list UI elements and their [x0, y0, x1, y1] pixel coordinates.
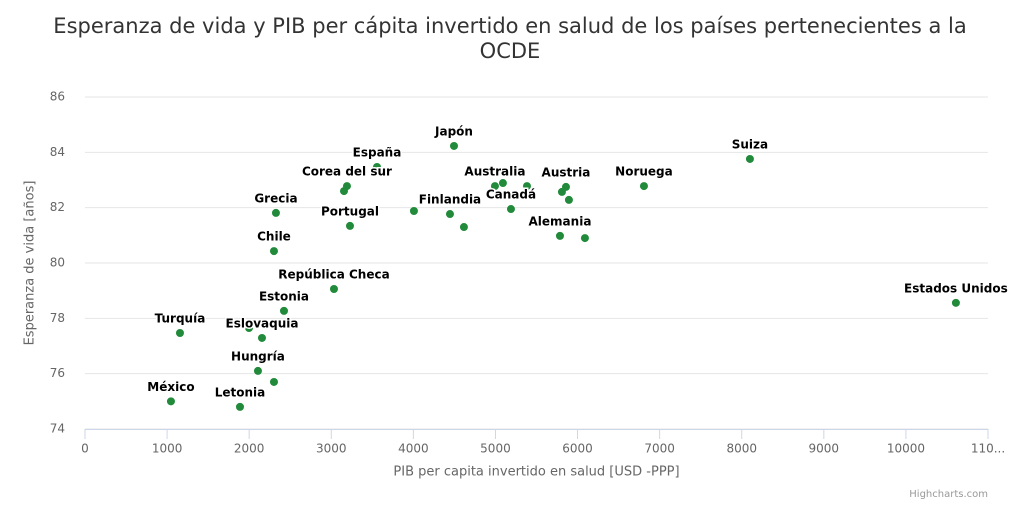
x-tick-label: 0 [81, 442, 89, 456]
point-label: Chile [257, 230, 291, 244]
x-tick-label: 3000 [316, 442, 347, 456]
point [257, 333, 266, 342]
point [506, 205, 515, 214]
point-label: Grecia [254, 191, 297, 205]
x-tick-label: 5000 [480, 442, 511, 456]
x-tick-label: 4000 [398, 442, 429, 456]
point [345, 221, 354, 230]
point [372, 162, 381, 171]
point [580, 234, 589, 243]
point [459, 223, 468, 232]
point [557, 187, 566, 196]
point [271, 208, 280, 217]
point [329, 285, 338, 294]
point [235, 402, 244, 411]
point-label: Corea del sur [302, 165, 392, 179]
point [951, 298, 960, 307]
point-label: Estados Unidos [904, 281, 1008, 295]
point-label: Finlandia [419, 193, 481, 207]
point [449, 141, 458, 150]
y-tick-label: 76 [50, 366, 65, 380]
point [269, 377, 278, 386]
point-label: España [353, 145, 402, 159]
point [564, 195, 573, 204]
point-label: Japón [434, 124, 473, 138]
point-label: Estonia [259, 289, 309, 303]
y-axis-title: Esperanza de vida [años] [23, 181, 38, 346]
x-tick-label: 7000 [644, 442, 675, 456]
point [498, 179, 507, 188]
point [490, 182, 499, 191]
point-label: Hungría [231, 349, 285, 363]
point [555, 231, 564, 240]
x-tick-label: 1000 [152, 442, 183, 456]
x-tick-label: 9000 [809, 442, 840, 456]
y-tick-label: 74 [50, 422, 65, 436]
y-tick-label: 82 [50, 200, 65, 214]
x-tick-label: 8000 [726, 442, 757, 456]
point [522, 182, 531, 191]
point-label: Turquía [155, 311, 206, 325]
y-tick-label: 78 [50, 311, 65, 325]
point-label: Noruega [615, 165, 673, 179]
chart-title: Esperanza de vida y PIB per cápita inver… [53, 14, 967, 63]
point [445, 210, 454, 219]
point [166, 397, 175, 406]
point [253, 366, 262, 375]
y-tick-label: 86 [50, 90, 65, 104]
point-label: Eslovaquia [226, 316, 299, 330]
x-axis-title: PIB per capita invertido en salud [USD -… [393, 465, 679, 480]
point [745, 154, 754, 163]
point-label: Australia [464, 165, 525, 179]
y-tick-label: 80 [50, 256, 65, 270]
point-label: México [147, 380, 194, 394]
point-label: Canadá [486, 188, 536, 202]
y-tick-label: 84 [50, 145, 65, 159]
x-tick-label: 6000 [562, 442, 593, 456]
point [409, 206, 418, 215]
point [279, 306, 288, 315]
point [639, 182, 648, 191]
point [269, 247, 278, 256]
point [175, 328, 184, 337]
x-tick-label: 110... [971, 442, 1005, 456]
point-label: Suiza [732, 137, 768, 151]
x-tick-label: 2000 [234, 442, 265, 456]
point-label: Portugal [321, 204, 379, 218]
point-label: República Checa [278, 268, 389, 282]
point [245, 324, 254, 333]
point-label: Letonia [215, 385, 266, 399]
point [339, 187, 348, 196]
x-tick-label: 10000 [887, 442, 925, 456]
point-label: Austria [542, 165, 591, 179]
point-label: Alemania [529, 214, 592, 228]
credits: Highcharts.com [909, 489, 988, 500]
